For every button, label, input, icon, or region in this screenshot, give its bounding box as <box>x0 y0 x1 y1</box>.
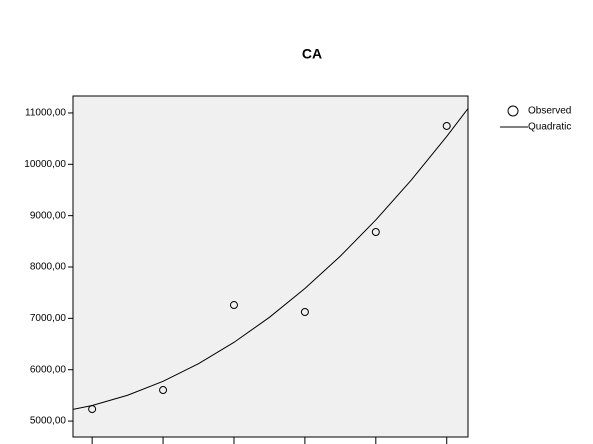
y-tick-label: 8000,00 <box>30 262 67 273</box>
y-tick-label: 6000,00 <box>30 364 67 375</box>
y-tick-label: 10000,00 <box>24 159 66 170</box>
legend-label: Quadratic <box>528 122 571 133</box>
y-tick-label: 11000,00 <box>25 108 66 119</box>
plot-area <box>72 95 469 438</box>
y-tick-label: 9000,00 <box>30 210 67 221</box>
chart-title: CA <box>302 46 322 62</box>
legend-marker <box>507 105 519 117</box>
y-tick-label: 5000,00 <box>30 416 67 427</box>
observed-point <box>300 308 309 317</box>
fit-line <box>73 108 468 410</box>
y-tick-label: 7000,00 <box>30 313 67 324</box>
observed-point <box>371 227 380 236</box>
observed-point <box>229 301 238 310</box>
observed-point <box>442 121 451 130</box>
legend-label: Observed <box>528 106 571 117</box>
observed-point <box>159 386 168 395</box>
